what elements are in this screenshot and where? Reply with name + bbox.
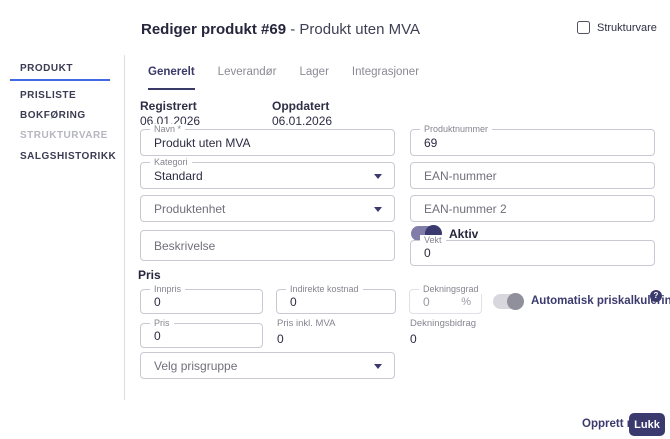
pris-inkl-mva-label: Pris inkl. MVA — [277, 318, 336, 329]
page-title-subtitle: - Produkt uten MVA — [290, 21, 420, 38]
prisgruppe-placeholder: Velg prisgruppe — [154, 358, 238, 373]
help-icon[interactable]: ? — [650, 290, 662, 302]
oppdatert-label: Oppdatert — [272, 99, 330, 113]
navn-field-value: Produkt uten MVA — [154, 135, 251, 150]
sidebar-active-underline — [10, 79, 110, 81]
auto-priskalkulering-toggle-thumb — [507, 293, 524, 310]
dekningsbidrag-label: Dekningsbidrag — [410, 318, 477, 329]
ean-nummer-field[interactable]: EAN-nummer — [410, 162, 655, 189]
oppdatert-value: 06.01.2026 — [272, 114, 333, 128]
auto-priskalkulering-toggle[interactable] — [493, 293, 524, 310]
sidebar-item-bokforing[interactable]: BOKFØRING — [20, 110, 86, 121]
page-title: Rediger produkt #69 - Produkt uten MVA — [141, 21, 420, 38]
dekningsgrad-field-label: Dekningsgrad — [419, 284, 483, 294]
chevron-down-icon — [374, 206, 382, 212]
vekt-field-label: Vekt — [420, 235, 446, 245]
prisgruppe-select[interactable]: Velg prisgruppe — [140, 352, 395, 379]
tab-leverandor[interactable]: Leverandør — [217, 66, 277, 78]
percent-suffix: % — [461, 295, 471, 308]
pris-field-value: 0 — [154, 328, 161, 343]
pris-section-title: Pris — [138, 268, 161, 282]
innpris-field-label: Innpris — [150, 284, 186, 294]
vekt-field[interactable]: Vekt 0 — [410, 235, 655, 266]
registrert-label: Registrert — [140, 99, 197, 113]
ean-nummer-2-field[interactable]: EAN-nummer 2 — [410, 195, 655, 222]
navn-field-label: Navn * — [150, 124, 186, 134]
kategori-select[interactable]: Kategori Standard — [140, 157, 395, 189]
produktnummer-field[interactable]: Produktnummer 69 — [410, 124, 655, 156]
tab-lager[interactable]: Lager — [299, 66, 329, 78]
sidebar-item-produkt[interactable]: PRODUKT — [20, 63, 73, 74]
sidebar-item-salgshistorikk[interactable]: SALGSHISTORIKK — [20, 151, 117, 162]
indirekte-kostnad-field[interactable]: Indirekte kostnad 0 — [276, 284, 396, 314]
beskrivelse-placeholder: Beskrivelse — [154, 238, 216, 253]
tab-bar: Generelt Leverandør Lager Integrasjoner — [148, 66, 419, 90]
kategori-select-value: Standard — [154, 168, 203, 183]
sidebar-divider — [124, 55, 125, 400]
pris-field[interactable]: Pris 0 — [140, 318, 263, 348]
chevron-down-icon — [374, 173, 382, 179]
auto-priskalkulering-label: Automatisk priskalkulering — [531, 295, 670, 307]
indirekte-kostnad-field-value: 0 — [290, 294, 297, 309]
chevron-down-icon — [374, 363, 382, 369]
beskrivelse-textarea[interactable]: Beskrivelse — [140, 230, 395, 261]
page-title-bold: Rediger produkt #69 — [141, 21, 287, 38]
dekningsbidrag-value: 0 — [410, 332, 417, 346]
innpris-field-value: 0 — [154, 294, 161, 309]
strukturvare-checkbox[interactable] — [577, 21, 590, 34]
strukturvare-checkbox-group: Strukturvare — [577, 21, 657, 34]
produktnummer-field-label: Produktnummer — [420, 124, 493, 134]
produktenhet-placeholder: Produktenhet — [154, 201, 226, 216]
innpris-field[interactable]: Innpris 0 — [140, 284, 263, 314]
ean-nummer-placeholder: EAN-nummer — [424, 168, 497, 183]
lukk-button[interactable]: Lukk — [629, 413, 665, 436]
tab-generelt[interactable]: Generelt — [148, 66, 195, 90]
sidebar-item-strukturvare[interactable]: STRUKTURVARE — [20, 130, 108, 141]
kategori-select-label: Kategori — [150, 157, 192, 167]
ean-nummer-2-placeholder: EAN-nummer 2 — [424, 201, 507, 216]
aktiv-toggle-label: Aktiv — [449, 227, 479, 241]
indirekte-kostnad-field-label: Indirekte kostnad — [286, 284, 363, 294]
pris-field-label: Pris — [150, 318, 174, 328]
tab-integrasjoner[interactable]: Integrasjoner — [351, 66, 420, 78]
dekningsgrad-field[interactable]: Dekningsgrad 0 % — [409, 284, 483, 314]
opprett-ny-button[interactable]: Opprett ny — [582, 418, 641, 430]
dekningsgrad-field-value: 0 — [423, 294, 430, 309]
vekt-field-value: 0 — [424, 246, 431, 260]
sidebar-item-prisliste[interactable]: PRISLISTE — [20, 90, 77, 101]
produktenhet-select[interactable]: Produktenhet — [140, 195, 395, 222]
pris-inkl-mva-value: 0 — [277, 332, 284, 346]
produktnummer-field-value: 69 — [424, 135, 438, 150]
strukturvare-checkbox-label: Strukturvare — [597, 21, 657, 34]
navn-field[interactable]: Navn * Produkt uten MVA — [140, 124, 395, 156]
